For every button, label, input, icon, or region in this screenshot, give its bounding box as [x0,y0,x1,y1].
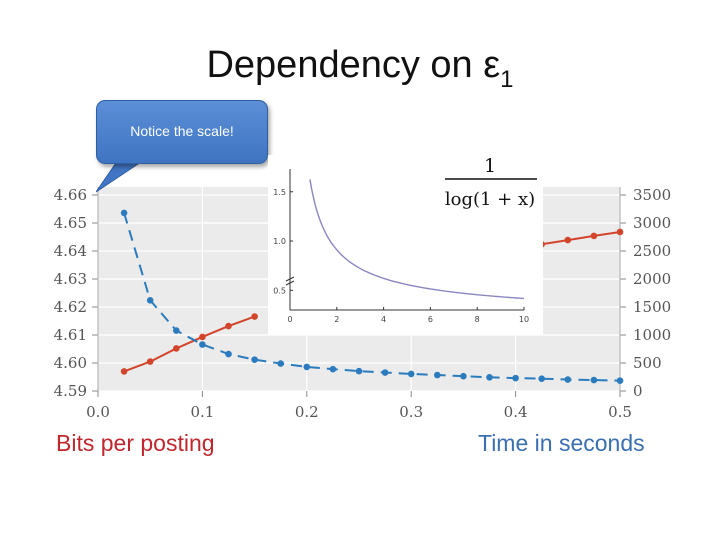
time-point [146,296,154,304]
time-point [407,370,415,378]
time-point [590,376,598,384]
bits-point [120,368,128,375]
bits-point [146,358,154,365]
right-tick-label: 2500 [633,242,671,260]
right-tick-label: 2000 [633,270,671,288]
right-tick-label: 1500 [633,298,671,316]
time-point [538,375,545,382]
x-tick-label: 0.5 [608,403,632,421]
inset-title-numerator: 1 [484,155,496,177]
bits-per-posting-line [593,230,621,237]
inset-title-denominator: log(1 + x) [445,189,535,210]
left-tick-label: 4.59 [54,382,87,400]
left-tick-label: 4.63 [54,270,87,288]
x-tick-label: 0.2 [295,403,319,421]
time-point [225,350,232,358]
bits-point [225,322,232,330]
axes: 4.59 4.60 4.61 4.62 4.63 4.64 4.65 4.66 0.0 0.1 0.… [54,186,672,421]
time-point [173,327,180,334]
inset-background [268,155,543,335]
bits-point [173,345,180,352]
right-tick-label: 1000 [633,326,671,344]
time-point [512,374,519,382]
time-point [120,209,128,217]
x-tick-label: 0.4 [504,403,528,421]
bits-point [251,313,258,320]
inset-x-tick-label: 10 [519,315,529,324]
time-point [616,377,624,384]
right-tick-label: 0 [633,382,643,400]
bits-point [590,232,598,240]
title-text: Dependency on ε [206,44,501,86]
x-tick-label: 0.3 [399,403,423,421]
inset-x-tick-label: 2 [334,315,339,324]
time-point [199,341,206,348]
right-tick-label: 500 [633,354,662,372]
left-tick-label: 4.60 [54,354,87,372]
left-tick-label: 4.61 [54,326,87,344]
inset-curve [309,179,525,300]
inset-axis-break [285,276,295,286]
callout-bubble: Notice the scale! [96,100,268,164]
bits-point [616,228,624,236]
bits-per-posting-line [228,315,255,327]
time-point [381,369,389,376]
time-seconds-line [123,212,621,382]
inset-x-tick-label: 8 [475,315,480,324]
bits-per-posting-line [123,360,151,373]
left-tick-label: 4.66 [54,186,87,204]
bits-per-posting-line [541,239,568,246]
bits-per-posting-line [149,347,177,363]
time-point [564,376,572,383]
left-tick-label: 4.65 [54,214,87,232]
slide-title: Dependency on ε1 [0,44,720,94]
left-tick-label: 4.64 [54,242,87,260]
inset-chart: 0 2 4 6 8 10 0.5 1.0 1.5 1 log(1 + x) [268,155,543,335]
right-tick-label: 3000 [633,214,671,232]
right-tick-label: 3500 [633,186,671,204]
time-point [434,371,441,379]
inset-x-tick-label: 4 [381,315,386,324]
time-point [303,363,311,371]
inset-y-tick-label: 1.0 [273,237,286,246]
time-point [329,365,337,373]
inset-y-tick-label: 1.5 [273,188,286,197]
time-point [277,360,285,367]
x-tick-label: 0.1 [190,403,214,421]
bits-point [564,236,572,244]
left-axis-caption: Bits per posting [56,430,215,456]
callout-text: Notice the scale! [130,123,234,139]
time-point [486,373,493,381]
callout-tail [96,160,145,193]
inset-x-tick-label: 6 [428,315,433,324]
right-axis-caption: Time in seconds [478,430,645,456]
left-tick-label: 4.62 [54,298,87,316]
x-tick-label: 0.0 [86,403,110,421]
time-point [251,356,258,363]
inset-x-tick-label: 0 [287,315,292,324]
bits-per-posting-line [567,234,595,242]
time-point [460,372,467,380]
series [120,209,624,384]
bits-point [199,333,206,341]
inset-y-tick-label: 0.5 [273,286,286,295]
time-point [355,367,363,375]
bits-per-posting-line [175,336,203,350]
bits-per-posting-line [202,325,229,338]
title-subscript: 1 [500,66,514,93]
